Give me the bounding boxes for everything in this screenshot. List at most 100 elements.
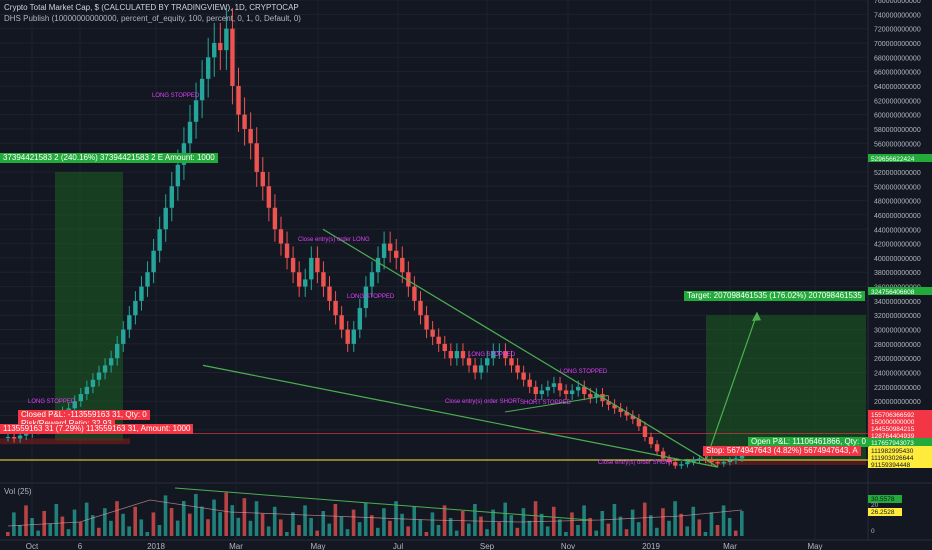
- volume-bar: [600, 511, 605, 536]
- y-tick-label: 260000000000: [874, 356, 921, 363]
- price-marker: [868, 287, 932, 295]
- candle-body: [618, 408, 623, 412]
- candle-body: [485, 358, 490, 366]
- volume-bar: [133, 506, 137, 536]
- y-tick-label: 740000000000: [874, 12, 921, 19]
- candle-body: [406, 272, 411, 287]
- volume-bar: [503, 502, 508, 536]
- candle-body: [624, 411, 629, 416]
- price-marker: [868, 446, 932, 454]
- volume-bar: [636, 522, 641, 536]
- volume-axis-label: 20: [871, 502, 879, 509]
- volume-trendline: [174, 487, 591, 521]
- y-tick-label: 340000000000: [874, 299, 921, 306]
- y-tick-label: 520000000000: [874, 170, 921, 177]
- candle-body: [569, 390, 575, 395]
- volume-bar: [181, 501, 186, 536]
- volume-bar: [624, 529, 629, 536]
- trade-label: Close entry(s) order SHORT: [445, 399, 521, 405]
- volume-bar: [78, 522, 83, 536]
- y-tick-label: 560000000000: [874, 141, 921, 148]
- candle-body: [17, 435, 23, 439]
- volume-label: Vol (25): [4, 487, 32, 496]
- candle-body: [230, 28, 235, 86]
- candle-body: [466, 358, 472, 366]
- candle-body: [102, 365, 108, 373]
- volume-bar: [509, 515, 514, 536]
- x-tick-label: 2018: [147, 542, 165, 550]
- candle-body: [212, 42, 217, 58]
- candle-body: [381, 243, 387, 258]
- candle-body: [697, 458, 702, 460]
- x-tick-label: May: [310, 542, 325, 550]
- volume-bar: [527, 520, 532, 536]
- candle-body: [309, 257, 314, 280]
- volume-bar: [667, 520, 671, 536]
- price-marker: [868, 417, 932, 425]
- open-pnl-box: Open P&L: 11106461866, Qty: 0: [748, 437, 869, 447]
- volume-bar: [24, 505, 28, 536]
- target-profit-zone: [706, 315, 866, 460]
- volume-bar: [260, 513, 265, 536]
- volume-bar: [618, 516, 623, 536]
- arrow-head: [752, 311, 761, 321]
- y-tick-label: 620000000000: [874, 98, 921, 105]
- volume-bar: [740, 511, 744, 536]
- volume-bar: [303, 505, 307, 536]
- candle-body: [133, 300, 138, 316]
- candle-body: [321, 272, 326, 287]
- candle-body: [266, 186, 272, 208]
- volume-bar: [679, 513, 683, 536]
- price-marker: [868, 424, 932, 432]
- volume-bar: [721, 505, 726, 536]
- volume-bar: [564, 532, 568, 536]
- candle-body: [430, 329, 435, 337]
- candle-body: [199, 78, 205, 101]
- candle-body: [654, 444, 660, 452]
- volume-bar: [376, 527, 380, 536]
- volume-bar: [6, 532, 10, 536]
- candle-body: [315, 257, 320, 273]
- candle-body: [387, 243, 393, 251]
- volume-bar: [357, 522, 362, 536]
- price-marker-label: 111982995430: [871, 448, 914, 455]
- volume-bar: [297, 525, 301, 536]
- y-tick-label: 300000000000: [874, 328, 921, 335]
- target-projection: [705, 313, 758, 461]
- candle-body: [369, 272, 375, 287]
- y-tick-label: 220000000000: [874, 385, 921, 392]
- volume-bar: [497, 522, 501, 536]
- candle-body: [727, 460, 733, 463]
- y-tick-label: 500000000000: [874, 184, 921, 191]
- volume-bar: [588, 518, 592, 536]
- trade-label: LONG STOPPED: [468, 352, 516, 358]
- candle-body: [594, 394, 599, 398]
- volume-bar: [630, 509, 635, 536]
- volume-bar: [691, 506, 696, 536]
- candle-body: [205, 57, 211, 79]
- x-tick-label: Oct: [26, 542, 39, 550]
- volume-bar: [576, 525, 580, 536]
- trade-label: Close entry(s) order LONG: [298, 237, 370, 243]
- volume-bar: [545, 526, 550, 536]
- candle-body: [685, 462, 690, 465]
- candle-body: [527, 379, 532, 387]
- volume-axis-label: 26.2528: [871, 509, 895, 516]
- candle-body: [491, 351, 496, 359]
- price-marker-label: 144550984215: [871, 426, 915, 433]
- upper-trendline: [322, 228, 719, 468]
- candle-body: [127, 315, 132, 330]
- volume-axis-label: 30.5578: [871, 496, 895, 503]
- candle-body: [108, 358, 114, 366]
- price-marker: [868, 453, 932, 461]
- chart-title: Crypto Total Market Cap, $ (CALCULATED B…: [4, 3, 299, 12]
- candle-body: [673, 462, 678, 466]
- volume-bar: [175, 520, 180, 536]
- x-tick-label: Sep: [480, 542, 495, 550]
- volume-bar: [103, 508, 107, 536]
- volume-bar: [230, 505, 235, 536]
- candle-body: [78, 394, 83, 402]
- candle-body: [503, 351, 508, 359]
- volume-bar: [333, 504, 338, 536]
